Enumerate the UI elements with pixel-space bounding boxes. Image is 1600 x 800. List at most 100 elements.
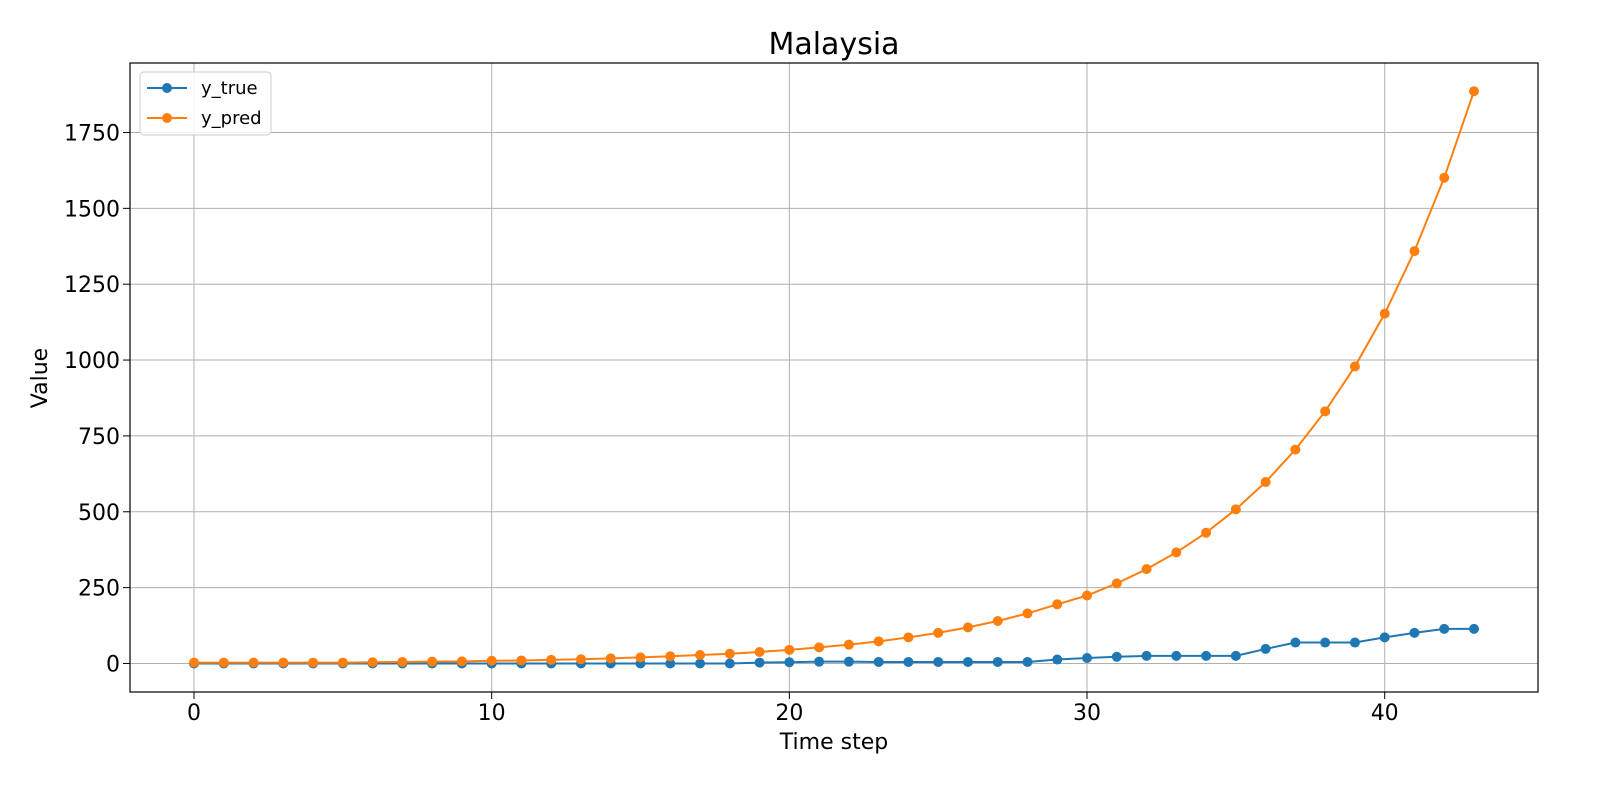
data-point-y_pred	[218, 657, 229, 668]
data-point-y_true	[784, 657, 795, 668]
data-point-y_true	[1349, 637, 1360, 648]
data-point-y_pred	[1141, 564, 1152, 575]
data-point-y_true	[1379, 632, 1390, 643]
data-point-y_pred	[1469, 86, 1479, 97]
data-point-y_true	[814, 656, 825, 667]
y-tick-label: 500	[78, 501, 120, 526]
data-point-y_pred	[1290, 444, 1301, 455]
x-tick-label: 10	[478, 701, 506, 726]
chart-title: Malaysia	[768, 27, 899, 62]
data-point-y_pred	[486, 655, 497, 666]
data-point-y_pred	[367, 657, 378, 668]
data-point-y_pred	[843, 639, 854, 650]
data-point-y_pred	[1230, 504, 1241, 515]
data-point-y_true	[1409, 627, 1420, 638]
data-point-y_true	[1320, 637, 1331, 648]
data-point-y_true	[1022, 656, 1033, 667]
data-point-y_true	[933, 656, 944, 667]
plot-frame	[129, 62, 1539, 693]
data-point-y_pred	[248, 657, 259, 668]
legend-marker	[162, 83, 172, 93]
data-point-y_pred	[784, 644, 795, 655]
data-point-y_pred	[1379, 308, 1390, 319]
data-point-y_pred	[1111, 578, 1122, 589]
data-point-y_true	[962, 656, 973, 667]
data-point-y_pred	[962, 622, 973, 633]
data-point-y_pred	[397, 656, 408, 667]
y-tick-label: 1750	[64, 121, 120, 146]
data-point-y_pred	[635, 652, 646, 663]
data-point-y_true	[1290, 637, 1301, 648]
data-point-y_true	[873, 656, 884, 667]
x-tick-label: 20	[775, 701, 803, 726]
series-y_pred	[189, 86, 1479, 668]
y-axis-title: Value	[28, 348, 53, 408]
axis-ticks: 0 10 20 30 40 0 250 500 750 1000 1250 1500 1750	[64, 121, 1399, 726]
data-point-y_true	[1052, 654, 1063, 665]
data-point-y_pred	[337, 657, 348, 668]
data-point-y_pred	[873, 636, 884, 647]
data-point-y_true	[1469, 623, 1479, 634]
data-point-y_true	[665, 658, 676, 669]
data-point-y_pred	[1201, 527, 1212, 538]
legend: y_true y_pred	[139, 71, 272, 136]
data-point-y_pred	[516, 655, 527, 666]
y-tick-label: 250	[78, 577, 120, 602]
data-point-y_pred	[575, 654, 586, 665]
data-point-y_true	[1141, 650, 1152, 661]
x-axis-title: Time step	[779, 730, 888, 755]
y-tick-label: 1250	[64, 273, 120, 298]
data-point-y_pred	[1349, 361, 1360, 372]
legend-item: y_true	[147, 78, 258, 99]
data-point-y_pred	[1171, 547, 1182, 558]
y-tick-label: 0	[106, 652, 120, 677]
data-point-y_true	[1230, 650, 1241, 661]
data-point-y_pred	[278, 657, 289, 668]
data-point-y_true	[992, 656, 1003, 667]
data-point-y_true	[1439, 623, 1450, 634]
data-point-y_pred	[724, 648, 735, 659]
data-point-y_pred	[308, 657, 319, 668]
legend-label: y_true	[201, 78, 258, 99]
grid	[130, 63, 1538, 692]
plot-series	[189, 86, 1479, 669]
data-point-y_pred	[1052, 599, 1063, 610]
legend-label: y_pred	[201, 108, 262, 129]
data-point-y_true	[843, 656, 854, 667]
x-tick-label: 30	[1073, 701, 1101, 726]
legend-item: y_pred	[147, 108, 262, 129]
data-point-y_pred	[1409, 246, 1420, 257]
data-point-y_true	[754, 657, 765, 668]
x-tick-label: 0	[187, 701, 201, 726]
data-point-y_true	[1260, 643, 1271, 654]
data-point-y_true	[1082, 653, 1093, 664]
data-point-y_pred	[992, 615, 1003, 626]
data-point-y_pred	[933, 627, 944, 638]
data-point-y_true	[1171, 650, 1182, 661]
data-point-y_pred	[605, 653, 616, 664]
y-tick-label: 1000	[64, 349, 120, 374]
data-point-y_pred	[189, 657, 199, 668]
data-point-y_pred	[1022, 608, 1033, 619]
y-tick-label: 1500	[64, 197, 120, 222]
data-point-y_pred	[1260, 477, 1271, 488]
data-point-y_true	[1201, 650, 1212, 661]
data-point-y_true	[903, 656, 914, 667]
data-point-y_pred	[814, 642, 825, 653]
data-point-y_pred	[695, 649, 706, 660]
x-tick-label: 40	[1371, 701, 1399, 726]
data-point-y_pred	[456, 656, 467, 667]
data-point-y_pred	[903, 632, 914, 643]
data-point-y_true	[695, 658, 706, 669]
data-point-y_pred	[1082, 590, 1093, 601]
data-point-y_true	[724, 658, 735, 669]
data-point-y_pred	[665, 651, 676, 662]
legend-marker	[162, 113, 172, 123]
data-point-y_pred	[427, 656, 438, 667]
data-point-y_pred	[546, 654, 557, 665]
data-point-y_pred	[1320, 406, 1331, 417]
y-tick-label: 750	[78, 425, 120, 450]
data-point-y_pred	[1439, 172, 1450, 183]
data-point-y_true	[1111, 651, 1122, 662]
